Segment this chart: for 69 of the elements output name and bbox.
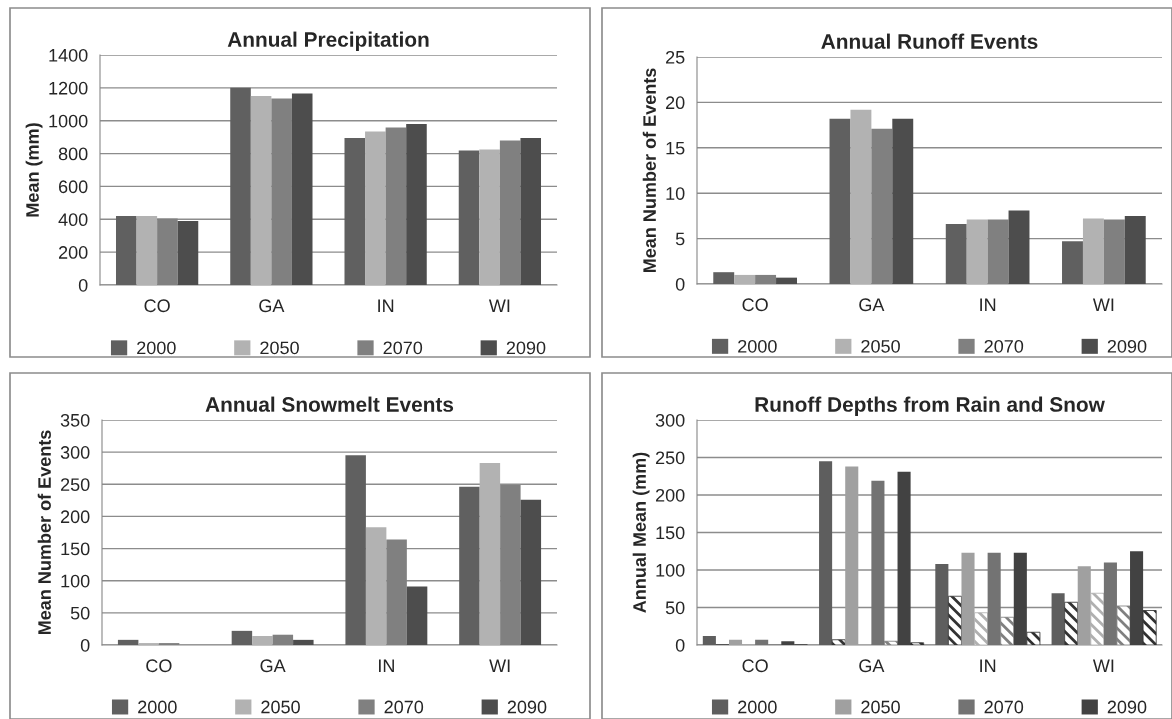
y-tick-label: 50 (665, 601, 685, 615)
x-tick-label: CO (144, 299, 170, 313)
y-tick-label: 0 (675, 277, 685, 291)
y-tick-label: 200 (58, 246, 88, 259)
y-axis-title: Mean Number of Events (642, 68, 656, 273)
y-tick-label: 100 (61, 574, 90, 588)
legend-label: 2070 (383, 341, 423, 355)
y-tick-label: 150 (656, 526, 685, 540)
y-tick-label: 10 (666, 187, 685, 200)
legend-label: 2070 (984, 339, 1024, 353)
x-tick-label: WI (489, 659, 510, 672)
legend-label: 2050 (861, 339, 900, 353)
legend-label: 2070 (384, 700, 424, 714)
x-tick-label: CO (146, 659, 172, 673)
legend-label: 2000 (738, 700, 777, 714)
y-tick-label: 600 (58, 180, 88, 194)
y-tick-label: 300 (655, 413, 685, 427)
chart-title: Annual Snowmelt Events (205, 396, 454, 412)
y-tick-label: 5 (675, 232, 685, 246)
y-tick-label: 250 (655, 451, 685, 465)
y-axis-title: Mean Number of Events (37, 430, 51, 635)
y-tick-label: 150 (61, 542, 90, 556)
legend-label: 2000 (137, 341, 176, 355)
y-tick-label: 300 (60, 446, 90, 459)
y-tick-label: 250 (60, 478, 90, 492)
x-tick-label: CO (742, 659, 768, 673)
y-tick-label: 200 (655, 488, 685, 502)
y-tick-label: 50 (70, 606, 90, 620)
x-tick-label: GA (259, 299, 285, 313)
y-tick-label: 350 (60, 413, 90, 427)
y-tick-label: 1400 (49, 48, 88, 62)
x-tick-label: IN (980, 298, 996, 311)
legend-label: 2000 (738, 339, 777, 353)
x-tick-label: GA (859, 659, 885, 673)
chart-title: Runoff Depths from Rain and Snow (755, 396, 1105, 416)
x-tick-label: IN (980, 659, 996, 672)
y-tick-label: 1000 (49, 114, 88, 128)
y-tick-label: 1200 (49, 81, 88, 95)
x-tick-label: CO (742, 298, 768, 312)
x-tick-label: WI (488, 299, 510, 312)
legend-label: 2050 (261, 700, 300, 714)
legend-label: 2050 (861, 700, 900, 714)
y-tick-label: 0 (78, 278, 88, 292)
y-tick-label: 800 (58, 147, 88, 161)
legend-label: 2090 (506, 341, 546, 355)
y-tick-label: 0 (675, 638, 685, 652)
legend-label: 2090 (1107, 700, 1147, 714)
y-axis-title: Annual Mean (mm) (632, 452, 650, 613)
y-tick-label: 25 (666, 50, 685, 64)
x-tick-label: WI (1092, 659, 1114, 672)
x-tick-label: WI (1092, 298, 1114, 311)
x-tick-label: IN (378, 299, 394, 312)
y-tick-label: 200 (60, 510, 90, 524)
x-tick-label: IN (379, 659, 394, 672)
legend-label: 2090 (507, 700, 547, 714)
x-tick-label: GA (260, 659, 286, 673)
y-tick-label: 400 (58, 213, 88, 227)
chart-title: Annual Precipitation (227, 31, 429, 51)
legend-label: 2050 (260, 341, 299, 355)
legend-label: 2070 (984, 700, 1024, 714)
chart-title: Annual Runoff Events (821, 33, 1038, 49)
y-tick-label: 20 (666, 96, 685, 110)
y-tick-label: 100 (656, 563, 685, 577)
legend-label: 2000 (138, 700, 177, 714)
legend-label: 2090 (1107, 339, 1147, 353)
y-axis-title: Mean (mm) (25, 123, 43, 217)
y-tick-label: 0 (80, 638, 90, 652)
y-tick-label: 15 (666, 141, 685, 155)
x-tick-label: GA (859, 298, 885, 312)
